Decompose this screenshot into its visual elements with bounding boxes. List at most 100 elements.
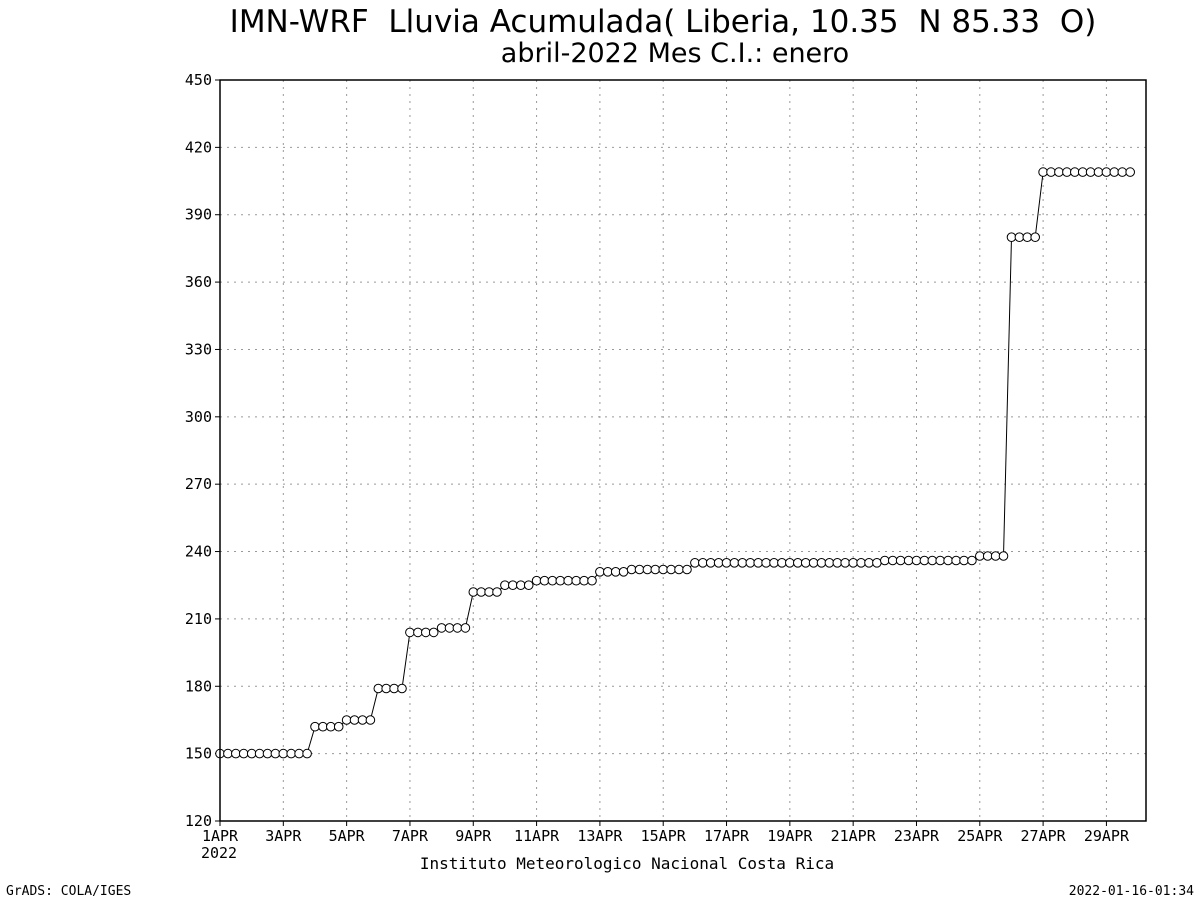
data-point [492,587,502,597]
data-point [887,555,898,566]
data-point [579,575,589,586]
data-point [508,580,518,591]
x-tick-label: 29APR [1084,827,1130,845]
y-tick-label: 330 [185,340,212,358]
data-point [816,558,827,568]
x-tick-label: 27APR [1021,827,1067,845]
data-point [761,558,771,568]
data-point [1070,167,1080,177]
data-point [1014,232,1025,242]
data-point [982,551,993,561]
data-point [428,627,439,638]
data-point [840,558,851,568]
data-point [238,748,249,759]
data-point [927,555,938,566]
data-point [397,683,407,694]
data-point [302,748,312,759]
data-point [880,555,890,566]
data-point [262,748,273,759]
data-point [381,683,392,694]
data-point [626,564,637,575]
data-point [713,558,724,568]
data-point [650,564,661,575]
data-point [270,748,281,759]
data-point [571,575,582,586]
data-point [246,748,257,759]
data-point [729,558,740,568]
data-point [389,683,399,694]
timestamp: 2022-01-16-01:34 [1069,884,1194,899]
plot-frame [219,79,1147,822]
data-point [286,748,297,759]
data-point [642,564,653,575]
y-tick-label: 450 [185,71,212,89]
data-point [436,623,447,633]
data-point [1062,167,1072,177]
data-point [278,748,289,759]
data-point [539,575,550,586]
data-point [595,567,605,577]
y-axis: 120 150 180 210 240 270 300 330 360 390 420 450 [185,71,220,830]
data-point [666,564,676,575]
data-point [737,558,748,568]
data-point [547,575,558,586]
data-point [610,567,621,577]
x-tick-label: 11APR [514,827,560,845]
data-point [785,558,795,568]
data-point [848,558,859,568]
data-point [935,555,946,566]
institution-label: Instituto Meteorologico Nacional Costa R… [420,854,834,873]
y-tick-label: 120 [185,812,212,830]
data-point [516,580,526,591]
data-point [555,575,566,586]
data-point [1077,167,1088,177]
data-point [1006,232,1017,242]
data-point [254,748,265,759]
data-point [698,558,708,568]
data-point [349,715,360,725]
data-point [990,551,1001,561]
data-point [484,587,494,597]
data-point [951,555,961,566]
data-point [603,567,613,577]
x-tick-label: 25APR [957,827,1003,845]
data-point [318,721,328,732]
data-point [500,580,510,591]
data-point [468,587,479,597]
data-point [943,555,953,566]
y-tick-label: 150 [185,745,212,763]
x-tick-label: 9APR [455,827,492,845]
data-point [523,580,534,591]
data-point [895,555,906,566]
data-point [634,564,645,575]
data-point [721,558,732,568]
x-tick-label: 19APR [767,827,813,845]
data-point [1085,167,1096,177]
data-point [563,575,574,586]
data-point [1093,167,1104,177]
data-point [294,748,304,759]
y-tick-label: 180 [185,677,212,695]
data-point [1101,167,1112,177]
data-point [1022,232,1033,242]
data-point [856,558,866,568]
data-point [753,558,764,568]
data-point [341,715,352,725]
data-point [1046,167,1056,177]
data-point [421,627,431,638]
data-point [975,551,985,561]
x-tick-label: 21APR [831,827,877,845]
data-point [452,623,463,633]
data-point [998,551,1009,561]
data-point [531,575,542,586]
data-point [333,721,344,732]
data-point [444,623,455,633]
data-point [1038,167,1048,177]
data-point [310,721,320,732]
data-point [690,558,700,568]
data-point [919,555,930,566]
y-tick-label: 270 [185,475,212,493]
chart-title: IMN-WRF Lluvia Acumulada( Liberia, 10.35… [230,4,1097,40]
grads-credit: GrADS: COLA/IGES [6,884,131,899]
